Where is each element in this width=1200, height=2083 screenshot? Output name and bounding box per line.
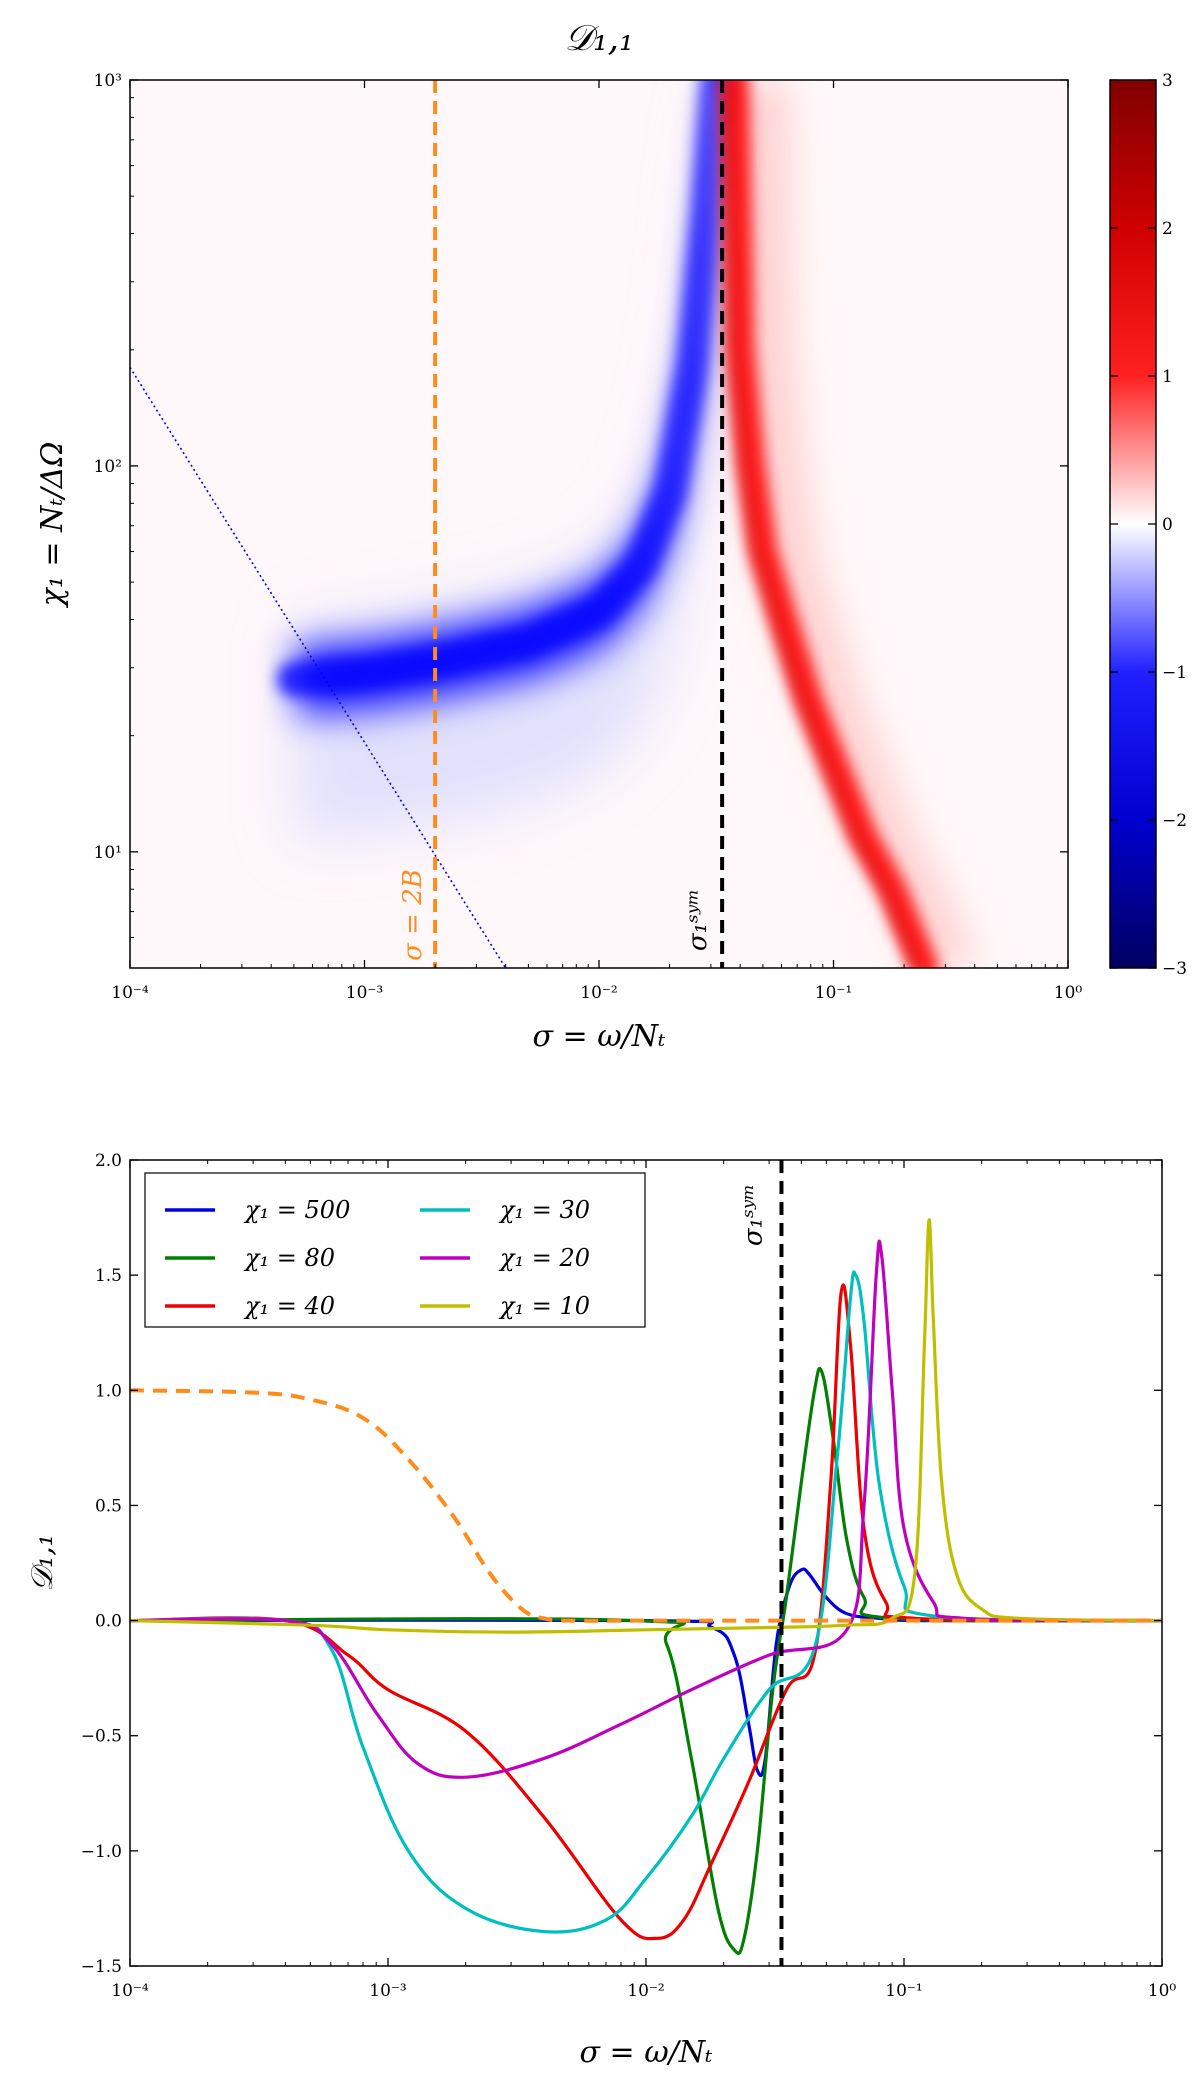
heatmap-ticks: σ = 2B σ₁ˢʸᵐ 10⁻⁴ 10⁻³ 10⁻² 10⁻¹ 10⁰ 10¹ 10² 10³ bbox=[94, 71, 1083, 1003]
legend-box bbox=[144, 1172, 646, 1328]
heatmap-xlabel: σ = ω/Nₜ bbox=[533, 1019, 667, 1054]
line-xlabel: σ = ω/Nₜ bbox=[580, 2035, 714, 2070]
label-sym-top: σ₁ˢʸᵐ bbox=[683, 889, 713, 951]
heatmap-xtick-label: 10⁻¹ bbox=[815, 983, 852, 1003]
legend-label: χ₁ = 80 bbox=[243, 1244, 335, 1272]
heatmap-ytick-label: 10³ bbox=[94, 71, 122, 91]
line-ytick-label: −1.5 bbox=[81, 1957, 122, 1977]
line-xtick-label: 10⁻¹ bbox=[885, 1981, 922, 2001]
line-xtick-label: 10⁰ bbox=[1148, 1981, 1177, 2001]
heatmap-xtick-label: 10⁻⁴ bbox=[111, 983, 149, 1003]
line-ytick-label: 0.0 bbox=[95, 1612, 122, 1632]
series-line-1 bbox=[130, 1366, 1162, 1955]
heatmap-xtick-label: 10⁰ bbox=[1054, 983, 1083, 1003]
line-xtick-label: 10⁻⁴ bbox=[111, 1981, 149, 2001]
heatmap-layer bbox=[130, 80, 980, 968]
colorbar-tick-label: 2 bbox=[1162, 219, 1173, 239]
line-ylabel: 𝒟₁,₁ bbox=[25, 1534, 60, 1592]
line-ticks: σ₁ˢʸᵐ 10⁻⁴ 10⁻³ 10⁻² 10⁻¹ 10⁰ 2.0 1.5 1.0 0.5 0.0 −… bbox=[81, 1151, 1177, 2001]
label-sym-bottom: σ₁ˢʸᵐ bbox=[738, 1184, 768, 1246]
line-xtick-label: 10⁻² bbox=[627, 1981, 664, 2001]
legend-label: χ₁ = 500 bbox=[243, 1196, 350, 1224]
colorbar-tick-label: −1 bbox=[1162, 663, 1187, 683]
legend-label: χ₁ = 30 bbox=[498, 1196, 590, 1224]
label-2b: σ = 2B bbox=[398, 869, 428, 961]
line-ytick-label: 1.0 bbox=[95, 1381, 122, 1401]
heatmap-ylabel: χ₁ = Nₜ/ΔΩ bbox=[35, 442, 70, 609]
line-ytick-label: 2.0 bbox=[95, 1151, 122, 1171]
series-line-4 bbox=[130, 1239, 1162, 1779]
legend-label: χ₁ = 40 bbox=[243, 1292, 335, 1320]
positive-halo bbox=[723, 80, 980, 968]
dotted-line bbox=[130, 366, 507, 968]
negative-band bbox=[293, 80, 722, 717]
heatmap-ytick-label: 10¹ bbox=[94, 843, 122, 863]
series-dashed-curve bbox=[130, 1388, 1162, 1623]
heatmap-title: 𝒟₁,₁ bbox=[564, 18, 633, 59]
line-layer bbox=[130, 1160, 1162, 1966]
heatmap-plot-area bbox=[130, 80, 1068, 968]
legend: χ₁ = 500 χ₁ = 80 χ₁ = 40 χ₁ = 30 χ₁ = 20 χ₁ =… bbox=[144, 1172, 646, 1328]
line-ytick-label: 1.5 bbox=[95, 1266, 122, 1286]
line-ytick-label: −0.5 bbox=[81, 1727, 122, 1747]
colorbar-tick-label: 3 bbox=[1162, 71, 1173, 91]
colorbar-tick-label: 0 bbox=[1162, 515, 1173, 535]
heatmap-xtick-label: 10⁻² bbox=[580, 983, 617, 1003]
heatmap-ytick-label: 10² bbox=[94, 457, 122, 477]
series-line-5 bbox=[130, 1218, 1162, 1634]
line-ytick-label: 0.5 bbox=[95, 1496, 122, 1516]
colorbar-tick-label: 1 bbox=[1162, 367, 1173, 387]
heatmap-xtick-label: 10⁻³ bbox=[346, 983, 383, 1003]
series-line-3 bbox=[130, 1270, 1162, 1934]
positive-ridge-edge bbox=[722, 80, 921, 968]
legend-label: χ₁ = 20 bbox=[498, 1244, 590, 1272]
positive-ridge bbox=[721, 80, 940, 968]
colorbar-tick-label: −3 bbox=[1162, 959, 1187, 979]
negative-core bbox=[276, 80, 735, 697]
line-xtick-label: 10⁻³ bbox=[369, 1981, 406, 2001]
legend-label: χ₁ = 10 bbox=[498, 1292, 590, 1320]
colorbar-ticks: 3 2 1 0 −1 −2 −3 bbox=[1110, 71, 1187, 979]
line-ytick-label: −1.0 bbox=[81, 1842, 122, 1862]
colorbar-tick-label: −2 bbox=[1162, 811, 1187, 831]
